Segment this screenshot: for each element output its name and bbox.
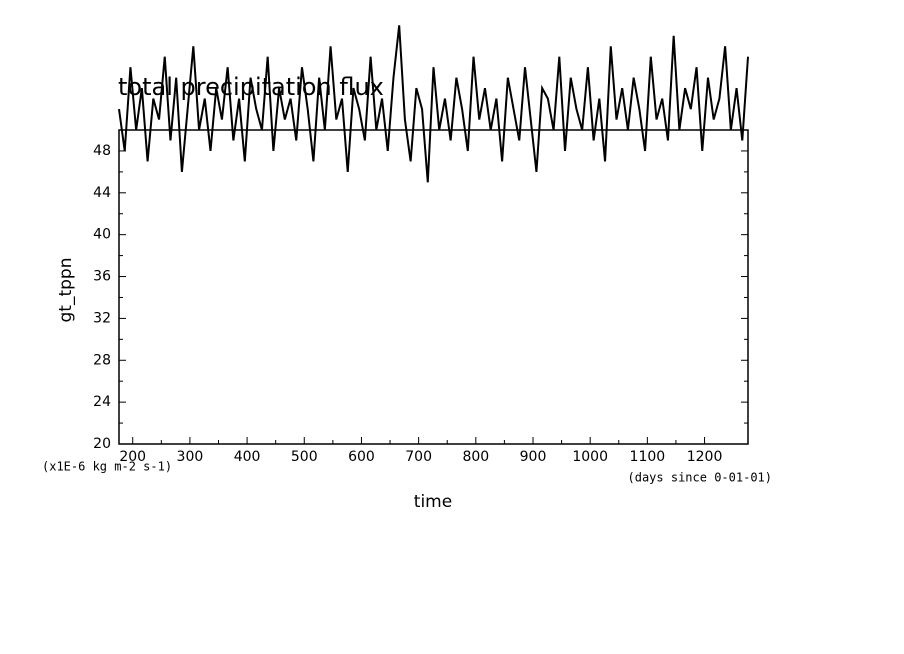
- x-tick-label: 1200: [687, 449, 723, 465]
- y-tick-label: 20: [93, 436, 111, 452]
- x-tick-label: 900: [520, 449, 547, 465]
- x-unit: (days since 0-01-01): [628, 471, 773, 485]
- x-tick-label: 600: [348, 449, 375, 465]
- y-tick-label: 48: [93, 143, 111, 159]
- y-tick-label: 28: [93, 352, 111, 368]
- y-unit: (x1E-6 kg m-2 s-1): [42, 460, 172, 474]
- x-tick-label: 200: [119, 449, 146, 465]
- y-tick-label: 24: [93, 394, 111, 410]
- plot-frame: [118, 129, 749, 445]
- x-axis-label: time: [414, 492, 452, 512]
- x-tick-label: 400: [234, 449, 261, 465]
- x-tick-label: 700: [405, 449, 432, 465]
- y-tick-label: 32: [93, 310, 111, 326]
- y-tick-label: 40: [93, 227, 111, 243]
- y-tick-label: 44: [93, 185, 111, 201]
- x-tick-label: 800: [462, 449, 489, 465]
- y-tick-label: 36: [93, 269, 111, 285]
- x-tick-label: 500: [291, 449, 318, 465]
- data-line: [118, 25, 749, 183]
- chart-title: total precipitation flux: [118, 73, 384, 101]
- y-axis-label: gt_tppn: [56, 258, 76, 323]
- x-tick-label: 1000: [572, 449, 608, 465]
- x-tick-label: 1100: [630, 449, 666, 465]
- x-tick-label: 300: [177, 449, 204, 465]
